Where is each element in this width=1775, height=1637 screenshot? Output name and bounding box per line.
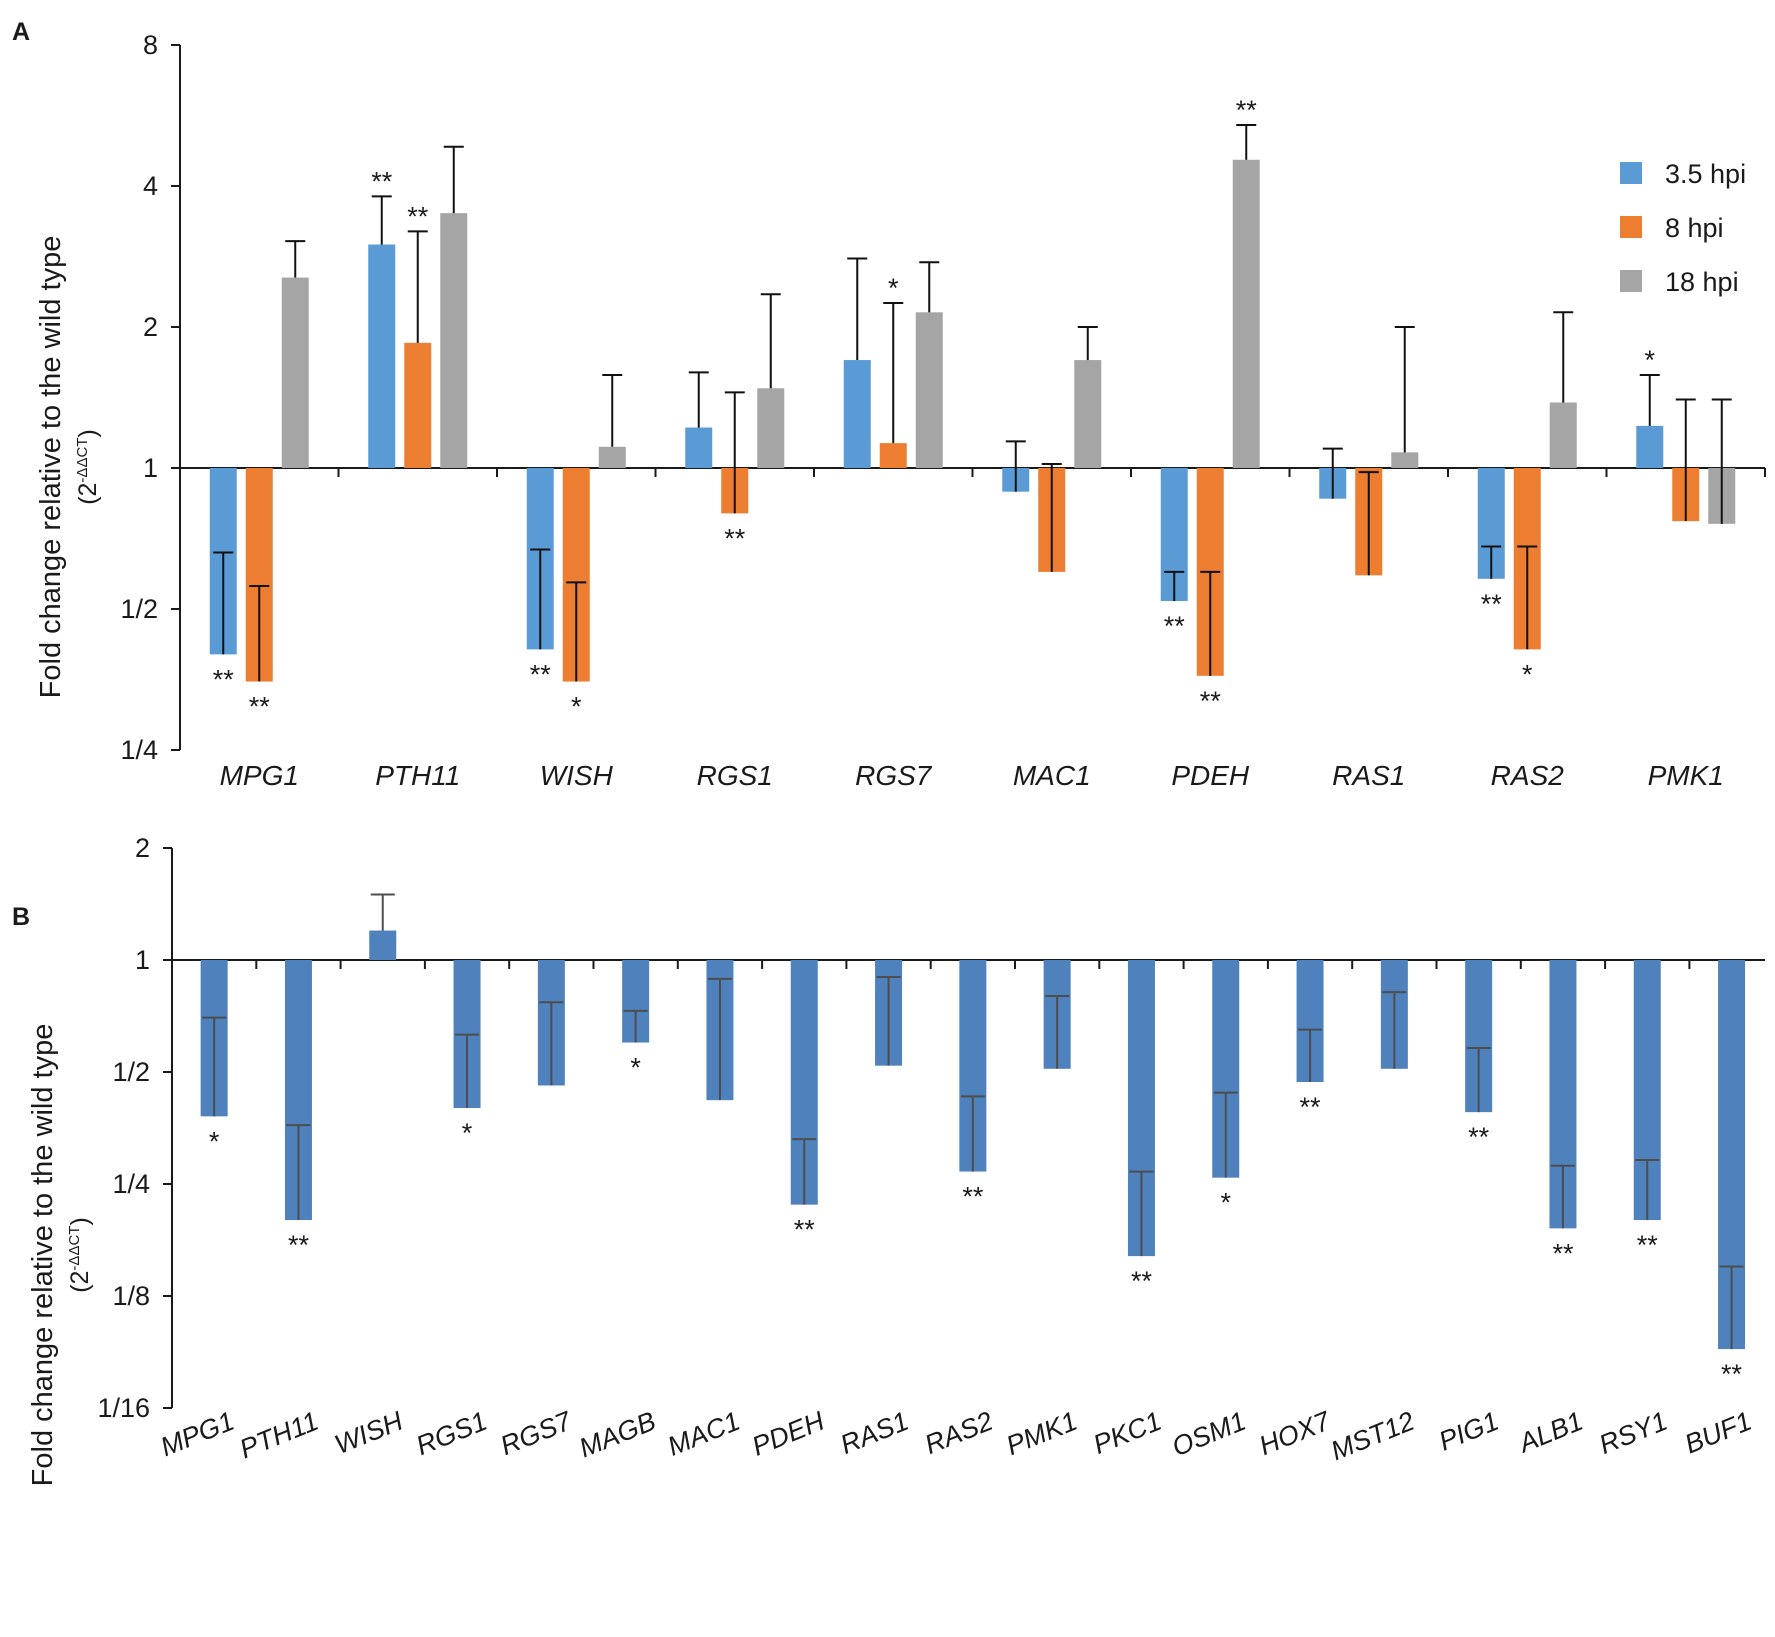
panel-b-y-axis-title: Fold change relative to the wild type [27, 1024, 59, 1487]
significance-pdeh-8-hpi: ** [1200, 686, 1222, 716]
significance-rgs1-8-hpi: ** [724, 523, 746, 553]
significance-rgs7-8-hpi: * [888, 273, 899, 303]
panel-b-y-tick-label: 1/8 [112, 1281, 150, 1311]
x-label-ras1: RAS1 [1332, 760, 1405, 791]
significance-alb1-relative-expression: ** [1552, 1238, 1574, 1268]
panel-a-y-axis-title: Fold change relative to the wild type [35, 236, 67, 699]
significance-pdeh-18-hpi: ** [1236, 95, 1258, 125]
bar-wish-18-hpi [598, 446, 626, 468]
panel-a-y-tick-label: 1 [143, 453, 158, 483]
panel-a-y-axis-formula: (2-ΔΔCT) [74, 429, 102, 505]
bar-pdeh-18-hpi [1232, 159, 1260, 468]
panel-b-y-tick-label: 1/4 [112, 1169, 150, 1199]
x-label-pdeh: PDEH [1171, 760, 1250, 791]
significance-rsy1-relative-expression: ** [1637, 1230, 1659, 1260]
significance-pig1-relative-expression: ** [1468, 1122, 1490, 1152]
bar-rgs7-18-hpi [915, 312, 943, 468]
x-label-rgs7: RGS7 [855, 760, 933, 791]
bar-mpg1-18-hpi [281, 277, 309, 468]
significance-pmk1-3.5-hpi: * [1644, 345, 1655, 375]
bar-pmk1-3.5-hpi [1636, 425, 1664, 468]
significance-ras2-3.5-hpi: ** [1481, 589, 1503, 619]
bar-pth11-3.5-hpi [368, 244, 396, 468]
significance-pth11-relative-expression: ** [288, 1230, 310, 1260]
x-label-mpg1: MPG1 [220, 760, 299, 791]
panel-a-y-tick-label: 1/4 [120, 735, 158, 765]
x-label-ras2: RAS2 [1491, 760, 1565, 791]
significance-mpg1-8-hpi: ** [249, 692, 271, 722]
significance-magb-relative-expression: * [630, 1053, 641, 1083]
panel-a-y-tick-label: 4 [143, 171, 158, 201]
bar-ras1-18-hpi [1391, 452, 1419, 468]
x-label-rgs1: RGS1 [697, 760, 773, 791]
legend-label-18-hpi: 18 hpi [1665, 267, 1739, 297]
panel-a-y-tick-label: 2 [143, 312, 158, 342]
significance-pth11-3.5-hpi: ** [371, 166, 393, 196]
panel-b-y-tick-label: 2 [135, 833, 150, 863]
significance-ras2-relative-expression: ** [962, 1182, 984, 1212]
bar-pth11-8-hpi [404, 342, 432, 468]
panel-b-y-axis-formula: (2-ΔΔCT) [66, 1217, 94, 1293]
bar-wish-relative-expression [369, 930, 397, 960]
legend-label-3.5-hpi: 3.5 hpi [1665, 159, 1746, 189]
bar-mac1-18-hpi [1074, 360, 1102, 468]
panel-a-y-tick-label: 1/2 [120, 594, 158, 624]
panel-b-label: B [12, 903, 30, 931]
panel-a: A Fold change relative to the wild type … [12, 18, 1766, 791]
panel-b-y-tick-label: 1 [135, 945, 150, 975]
x-label-wish: WISH [540, 760, 614, 791]
legend-swatch-18-hpi [1620, 270, 1642, 292]
significance-ras2-8-hpi: * [1522, 659, 1533, 689]
bar-rgs7-8-hpi [879, 443, 907, 468]
panel-a-plot: 1/41/21248****MPG1****PTH11***WISH**RGS1… [120, 30, 1766, 791]
panel-a-y-tick-label: 8 [143, 30, 158, 60]
significance-rgs1-relative-expression: * [462, 1118, 473, 1148]
legend-label-8-hpi: 8 hpi [1665, 213, 1724, 243]
bar-rgs1-18-hpi [757, 388, 785, 468]
panel-a-legend: 3.5 hpi 8 hpi 18 hpi [1620, 159, 1746, 297]
bar-pth11-18-hpi [440, 213, 468, 468]
significance-mpg1-3.5-hpi: ** [213, 664, 235, 694]
panel-b-y-tick-label: 1/16 [97, 1393, 150, 1423]
significance-pth11-8-hpi: ** [407, 201, 429, 231]
significance-pdeh-relative-expression: ** [794, 1215, 816, 1245]
panel-b-y-tick-label: 1/2 [112, 1057, 150, 1087]
significance-pkc1-relative-expression: ** [1131, 1266, 1153, 1296]
significance-buf1-relative-expression: ** [1721, 1359, 1743, 1389]
bar-ras2-18-hpi [1549, 402, 1577, 468]
significance-osm1-relative-expression: * [1220, 1188, 1231, 1218]
significance-wish-3.5-hpi: ** [530, 659, 552, 689]
panel-a-label: A [12, 18, 30, 46]
significance-hox7-relative-expression: ** [1300, 1092, 1322, 1122]
bar-rgs7-3.5-hpi [843, 360, 871, 468]
legend-swatch-3.5-hpi [1620, 162, 1642, 184]
x-label-pth11: PTH11 [375, 760, 460, 791]
significance-mpg1-relative-expression: * [209, 1126, 220, 1156]
x-label-mac1: MAC1 [1013, 760, 1091, 791]
legend-swatch-8-hpi [1620, 216, 1642, 238]
x-label-pmk1: PMK1 [1648, 760, 1724, 791]
significance-wish-8-hpi: * [571, 692, 582, 722]
bar-rgs1-3.5-hpi [685, 427, 713, 468]
significance-pdeh-3.5-hpi: ** [1164, 611, 1186, 641]
